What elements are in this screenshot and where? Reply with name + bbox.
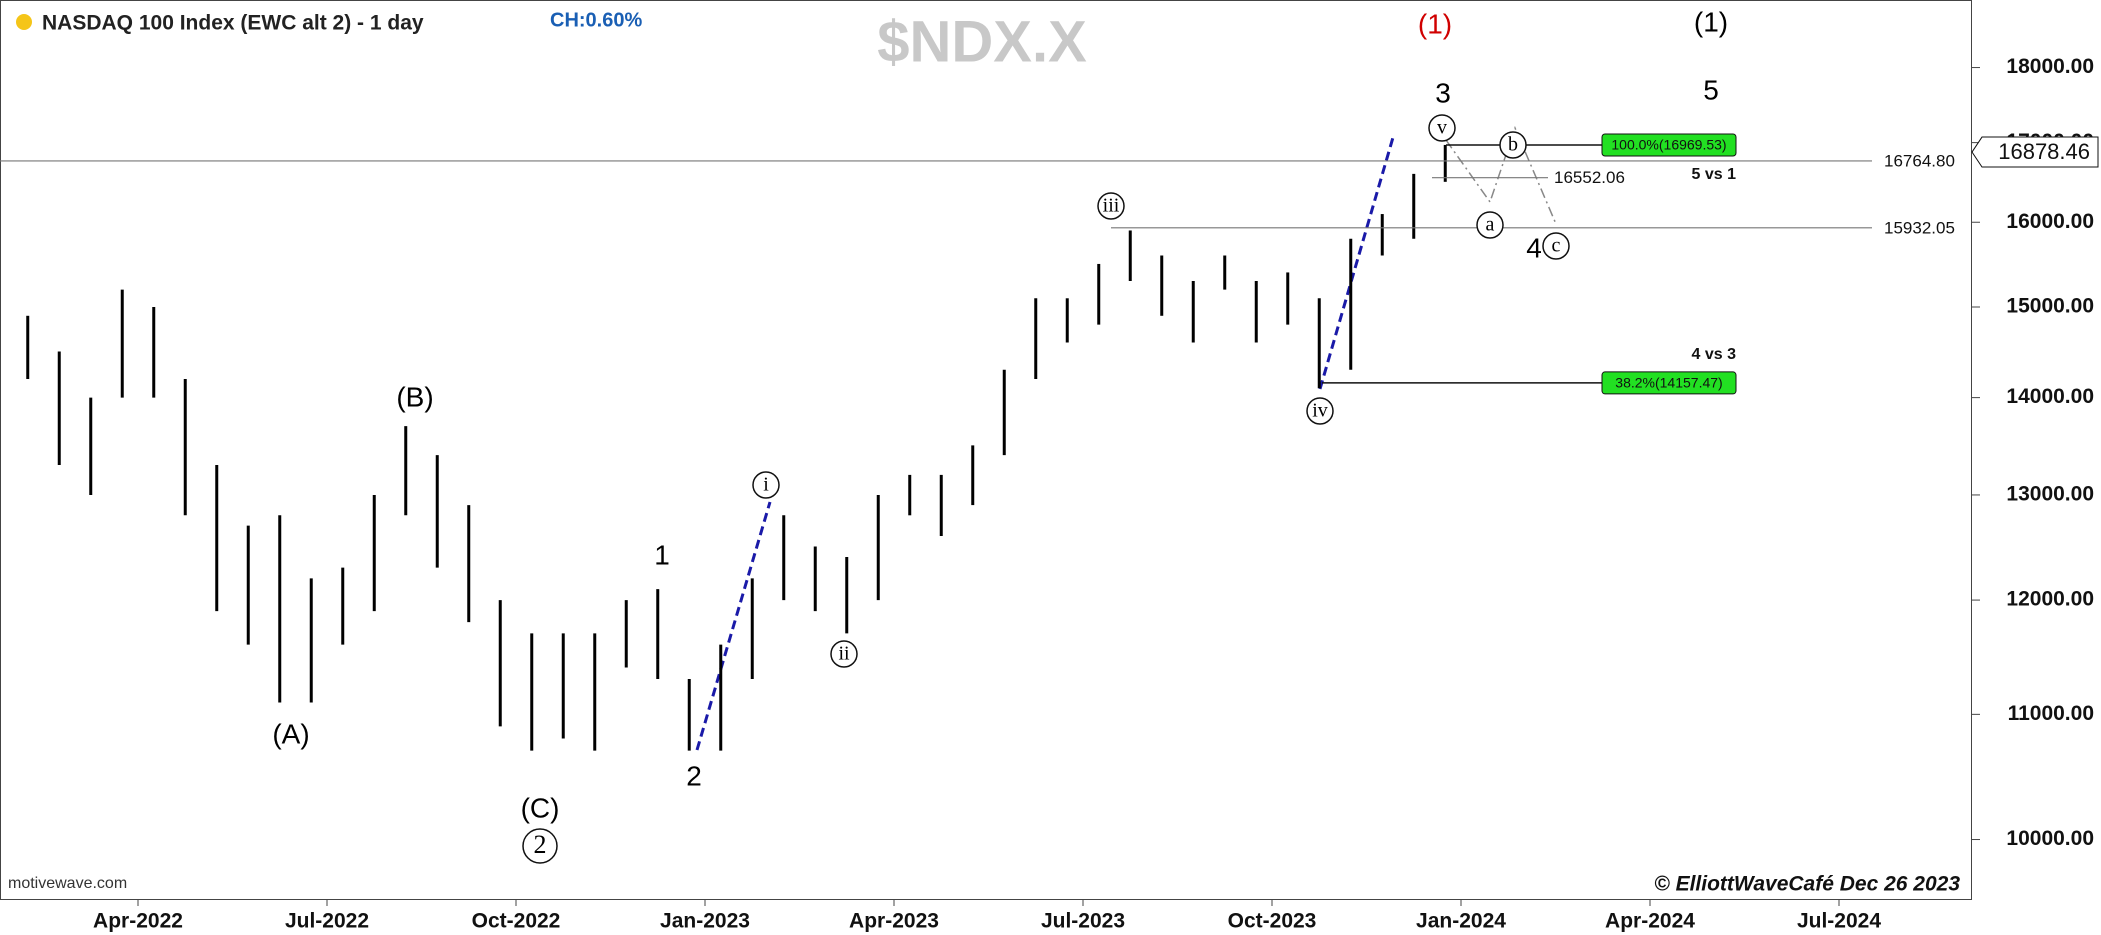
wave-label: a: [1486, 214, 1495, 236]
fib-label: 100.0%(16969.53): [1611, 137, 1726, 153]
fib-note: 5 vs 1: [1692, 166, 1737, 183]
price-marker: [1971, 136, 2099, 168]
wave-label: 1: [654, 539, 670, 570]
wave-label: (B): [396, 381, 433, 412]
x-tick-label: Jul-2023: [1041, 910, 1125, 933]
plot-frame: [0, 0, 1972, 900]
wave-label: i: [763, 474, 769, 496]
wave-label: (C): [521, 792, 560, 823]
wave-circle: [752, 471, 780, 499]
source: motivewave.com: [8, 875, 127, 892]
trend-line: [1318, 133, 1396, 390]
x-tick-label: Apr-2022: [93, 910, 183, 933]
wave-circle: [1499, 131, 1527, 159]
wave-label: ii: [838, 643, 850, 665]
x-tick-label: Jul-2022: [285, 910, 369, 933]
level-label: 16764.80: [1884, 151, 1955, 170]
credit: © ElliottWaveCafé Dec 26 2023: [1654, 873, 1960, 896]
y-tick-label: 12000.00: [2006, 588, 2094, 611]
y-tick-label: 10000.00: [2006, 827, 2094, 850]
status-dot: [16, 14, 32, 30]
fib-label: 38.2%(14157.47): [1615, 375, 1722, 391]
level-label: 16552.06: [1554, 168, 1625, 187]
x-tick-label: Jan-2024: [1416, 910, 1506, 933]
y-tick-label: 18000.00: [2006, 55, 2094, 78]
x-tick-label: Oct-2022: [472, 910, 561, 933]
y-tick-label: 14000.00: [2006, 385, 2094, 408]
y-tick-label: 15000.00: [2006, 295, 2094, 318]
wave-circle: [1542, 232, 1570, 260]
fib-box: [1601, 133, 1737, 157]
wave-circle: [830, 640, 858, 668]
watermark: $NDX.X: [877, 9, 1087, 74]
wave-label: (1): [1418, 8, 1452, 39]
wave-label: (1): [1694, 6, 1728, 37]
chart-title: NASDAQ 100 Index (EWC alt 2) - 1 day: [42, 12, 424, 35]
wave-label: v: [1437, 117, 1447, 139]
wave-circle: [1428, 114, 1456, 142]
wave-label: iv: [1312, 400, 1328, 422]
wave-label: (A): [272, 718, 309, 749]
fib-box: [1601, 371, 1737, 395]
wave-label: iii: [1103, 195, 1120, 217]
wave-label: 2: [534, 830, 547, 859]
x-tick-label: Jul-2024: [1797, 910, 1881, 933]
wave-circle: [1306, 397, 1334, 425]
y-tick-label: 11000.00: [2008, 702, 2094, 725]
wave-label: 3: [1435, 77, 1451, 108]
y-tick-label: 16000.00: [2006, 210, 2094, 233]
trend-line: [695, 501, 772, 751]
wave-circle: [522, 828, 558, 864]
wave-label: 2: [686, 760, 702, 791]
wave-label: b: [1508, 134, 1518, 156]
wave-label: 4: [1526, 232, 1542, 263]
y-tick-label: 13000.00: [2006, 482, 2094, 505]
fib-note: 4 vs 3: [1692, 346, 1737, 363]
x-tick-label: Oct-2023: [1228, 910, 1317, 933]
wave-circle: [1097, 192, 1125, 220]
x-tick-label: Apr-2024: [1605, 910, 1695, 933]
change: CH:0.60%: [550, 9, 642, 31]
wave-label: c: [1552, 235, 1561, 257]
x-tick-label: Jan-2023: [660, 910, 750, 933]
last-price: 16878.46: [1998, 139, 2090, 164]
wave-label: 5: [1703, 74, 1719, 105]
x-tick-label: Apr-2023: [849, 910, 939, 933]
projection-path: [1445, 125, 1557, 225]
wave-circle: [1476, 211, 1504, 239]
level-label: 15932.05: [1884, 218, 1955, 237]
